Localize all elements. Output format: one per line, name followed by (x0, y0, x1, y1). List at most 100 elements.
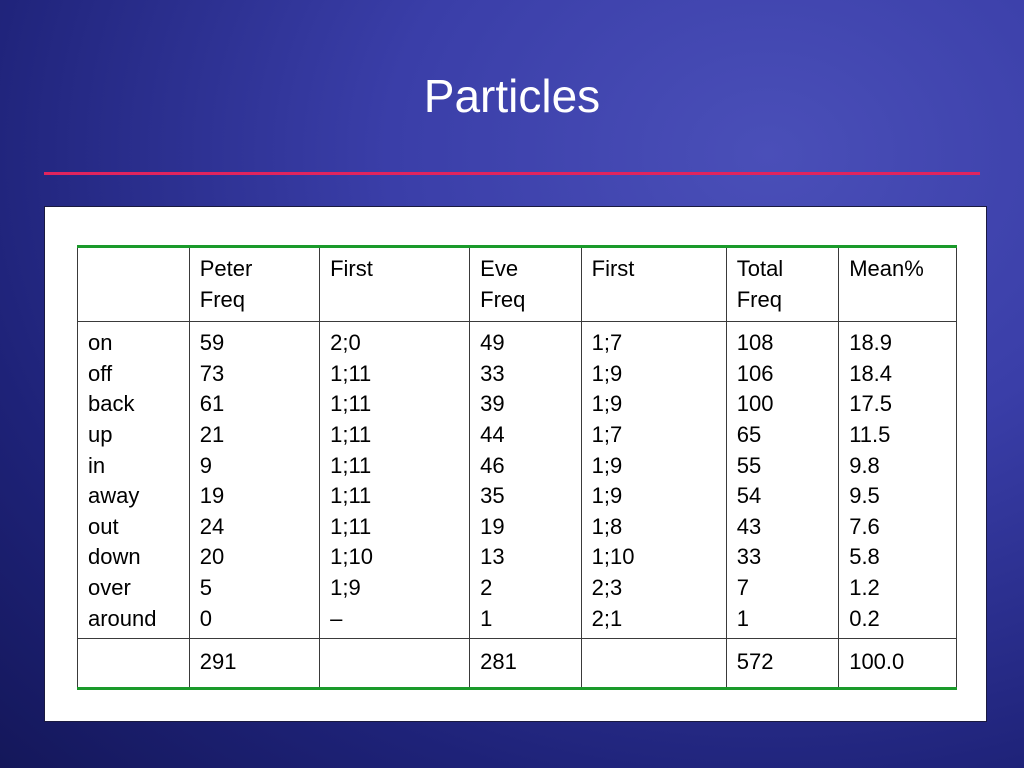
cell-peter-first: 1;11 (330, 452, 372, 478)
cell-particle: back (88, 391, 135, 417)
header-eve-first: First (580, 244, 727, 323)
cell-eve-freq: 33 (480, 360, 505, 386)
cell-peter-first: 1;10 (330, 544, 373, 570)
cell-particle: around (88, 605, 157, 631)
header-total-freq-line1: Total (736, 256, 784, 281)
table-header-row: Peter Freq First Eve Freq First Total Freq Mean% (77, 244, 957, 323)
cell-particle: away (88, 483, 140, 509)
header-peter-freq: Peter Freq (188, 244, 321, 323)
cell-eve-first: 1;9 (591, 391, 623, 417)
cell-mean-percent: 1.2 (849, 574, 880, 600)
cell-mean-percent: 11.5 (849, 421, 891, 447)
cell-peter-freq: 73 (199, 360, 225, 386)
cell-particle: up (88, 421, 113, 447)
cell-particle: down (88, 544, 141, 570)
cell-eve-first: 1;9 (591, 452, 623, 478)
table-panel: Peter Freq First Eve Freq First Total Freq Mean%… (44, 206, 987, 722)
cell-total-freq: 55 (736, 452, 762, 478)
cell-total-freq: 106 (736, 360, 774, 386)
column-peter-first: 2;0 1;11 1;11 1;11 1;11 1;11 1;11 1;10 1;9 – (319, 321, 471, 640)
cell-mean-percent: 18.4 (849, 360, 893, 386)
cell-peter-freq: 61 (199, 391, 225, 417)
cell-eve-first: 1;8 (591, 513, 623, 539)
column-particle: on off back up in away out down over around (77, 321, 190, 640)
cell-peter-first: 1;11 (330, 421, 372, 447)
cell-mean-percent: 9.8 (849, 452, 880, 478)
header-total-freq: Total Freq (725, 244, 840, 323)
table-totals-row: 291 281 572 100.0 (77, 638, 957, 691)
total-total-freq: 572 (725, 638, 840, 691)
column-eve-first: 1;7 1;9 1;9 1;7 1;9 1;9 1;8 1;10 2;3 2;1 (580, 321, 727, 640)
cell-peter-freq: 24 (199, 513, 225, 539)
cell-eve-first: 1;9 (591, 360, 623, 386)
cell-eve-freq: 13 (480, 544, 505, 570)
header-particle (77, 244, 190, 323)
cell-particle: out (88, 513, 119, 539)
cell-eve-freq: 46 (480, 452, 505, 478)
header-eve-freq-line2: Freq (480, 286, 526, 312)
cell-peter-freq: 21 (199, 421, 225, 447)
cell-eve-first: 1;7 (591, 421, 623, 447)
title-divider (44, 172, 980, 175)
header-peter-freq-line1: Peter (199, 256, 253, 281)
cell-peter-first: – (330, 605, 343, 631)
cell-eve-first: 2;3 (591, 574, 623, 600)
cell-mean-percent: 5.8 (849, 544, 880, 570)
total-mean-percent: 100.0 (838, 638, 957, 691)
cell-particle: off (88, 360, 113, 386)
cell-mean-percent: 7.6 (849, 513, 880, 539)
cell-particle: on (88, 330, 113, 356)
cell-particle: over (88, 574, 131, 600)
cell-total-freq: 100 (736, 391, 774, 417)
cell-mean-percent: 17.5 (849, 391, 893, 417)
cell-eve-first: 1;10 (591, 544, 635, 570)
cell-peter-first: 1;11 (330, 391, 372, 417)
cell-peter-freq: 0 (199, 605, 212, 631)
total-particle (77, 638, 190, 691)
cell-eve-freq: 44 (480, 421, 505, 447)
column-eve-freq: 49 33 39 44 46 35 19 13 2 1 (469, 321, 582, 640)
cell-total-freq: 43 (736, 513, 762, 539)
header-peter-first: First (319, 244, 471, 323)
total-peter-freq: 291 (188, 638, 321, 691)
column-total-freq: 108 106 100 65 55 54 43 33 7 1 (725, 321, 840, 640)
cell-peter-freq: 9 (199, 452, 212, 478)
cell-eve-freq: 19 (480, 513, 505, 539)
cell-particle: in (88, 452, 106, 478)
header-eve-freq: Eve Freq (469, 244, 582, 323)
header-total-freq-line2: Freq (736, 286, 782, 312)
cell-peter-first: 2;0 (330, 330, 361, 356)
cell-peter-first: 1;11 (330, 513, 372, 539)
cell-total-freq: 54 (736, 483, 762, 509)
header-mean-percent-line1: Mean% (849, 256, 924, 281)
cell-peter-freq: 5 (199, 574, 212, 600)
cell-mean-percent: 9.5 (849, 483, 880, 509)
cell-eve-freq: 1 (480, 605, 493, 631)
total-eve-first (580, 638, 727, 691)
cell-mean-percent: 0.2 (849, 605, 880, 631)
cell-eve-freq: 35 (480, 483, 505, 509)
cell-total-freq: 7 (736, 574, 749, 600)
cell-peter-first: 1;11 (330, 360, 372, 386)
cell-peter-freq: 59 (199, 330, 225, 356)
cell-eve-freq: 49 (480, 330, 505, 356)
total-peter-first (319, 638, 471, 691)
cell-eve-freq: 2 (480, 574, 493, 600)
header-peter-freq-line2: Freq (199, 286, 245, 312)
column-mean-percent: 18.9 18.4 17.5 11.5 9.8 9.5 7.6 5.8 1.2 0.2 (838, 321, 957, 640)
cell-mean-percent: 18.9 (849, 330, 893, 356)
column-peter-freq: 59 73 61 21 9 19 24 20 5 0 (188, 321, 321, 640)
cell-peter-first: 1;11 (330, 483, 372, 509)
slide-title: Particles (423, 70, 601, 122)
cell-peter-first: 1;9 (330, 574, 361, 600)
header-peter-first-line1: First (330, 256, 373, 281)
header-eve-first-line1: First (591, 256, 635, 281)
cell-total-freq: 65 (736, 421, 762, 447)
cell-total-freq: 1 (736, 605, 749, 631)
particles-table: Peter Freq First Eve Freq First Total Freq Mean%… (77, 244, 957, 691)
header-eve-freq-line1: Eve (480, 256, 519, 281)
cell-eve-first: 2;1 (591, 605, 623, 631)
cell-peter-freq: 19 (199, 483, 225, 509)
cell-peter-freq: 20 (199, 544, 225, 570)
total-eve-freq: 281 (469, 638, 582, 691)
